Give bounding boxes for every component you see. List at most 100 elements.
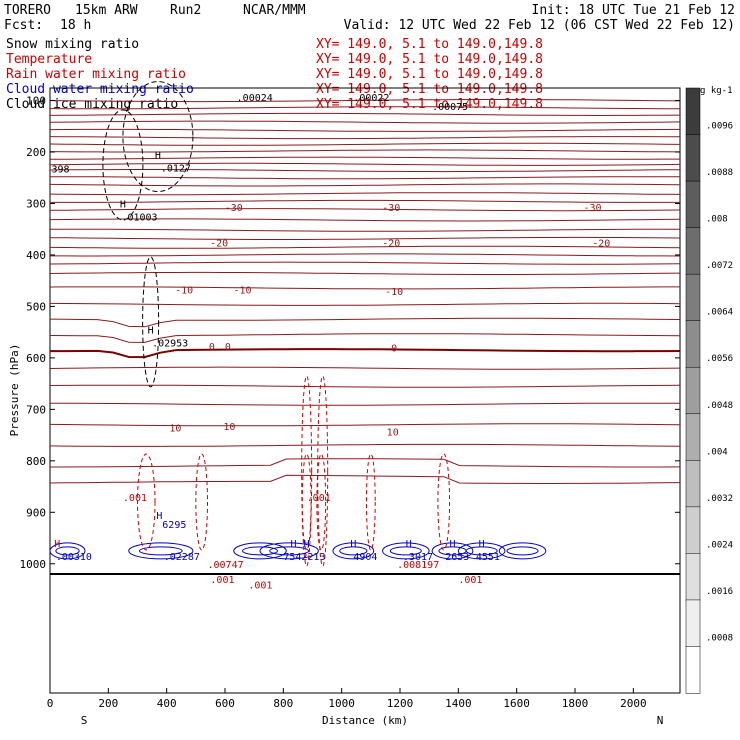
temperature-isotherm bbox=[49, 183, 681, 187]
extremum-value-label: 4904 bbox=[353, 552, 377, 563]
temperature-isotherm bbox=[49, 271, 681, 275]
extremum-value-label: .001 bbox=[210, 575, 234, 586]
x-tick-label: 400 bbox=[157, 697, 177, 710]
run-label: Run2 bbox=[170, 3, 201, 18]
temperature-isotherm bbox=[50, 253, 681, 257]
field-legend: Snow mixing ratio XY= 149.0, 5.1 to 149.… bbox=[6, 37, 543, 112]
temperature-label: -10 bbox=[175, 285, 193, 296]
extremum-value-label: .008197 bbox=[397, 560, 439, 571]
temperature-isotherm bbox=[49, 208, 681, 212]
temperature-isotherm bbox=[49, 136, 681, 140]
temperature-label: -30 bbox=[225, 203, 243, 214]
colorbar-tick-label: .004 bbox=[706, 447, 728, 457]
cloud-water-contour bbox=[128, 542, 194, 560]
temperature-isotherm bbox=[49, 366, 681, 370]
ice-snow-contour bbox=[102, 109, 144, 221]
temperature-label: -10 bbox=[385, 287, 403, 298]
temperature-isotherm bbox=[49, 169, 681, 173]
temperature-isotherm bbox=[49, 384, 681, 388]
temperature-isotherm bbox=[49, 142, 681, 146]
temperature-isotherm bbox=[49, 106, 680, 110]
temperature-isotherm bbox=[49, 333, 681, 343]
colorbar-tick-label: .0072 bbox=[706, 261, 733, 271]
cloud-water-contour bbox=[269, 546, 310, 556]
high-marker: H bbox=[291, 539, 297, 550]
extremum-value-label: 2653 bbox=[445, 552, 469, 563]
temperature-label: 0 bbox=[209, 342, 215, 353]
cloud-water-contour bbox=[339, 546, 368, 556]
cloud-water-contour bbox=[498, 542, 547, 560]
x-tick-label: 1200 bbox=[387, 697, 414, 710]
colorbar-tick-label: .0064 bbox=[706, 308, 733, 318]
cloud-water-contour bbox=[242, 546, 278, 556]
extremum-value-label: 7542213 bbox=[283, 552, 325, 563]
extremum-value-label: 6295 bbox=[162, 520, 186, 531]
rain-water-contour bbox=[195, 453, 209, 551]
extremum-value-label: 398 bbox=[51, 164, 69, 175]
high-marker: H bbox=[156, 511, 162, 522]
moisture-contours bbox=[49, 81, 547, 567]
field-name: Rain water mixing ratio bbox=[6, 67, 186, 82]
colorbar-swatch bbox=[685, 413, 701, 462]
high-marker: H bbox=[155, 151, 161, 162]
y-tick-label: 400 bbox=[26, 249, 46, 262]
cloud-water-contour bbox=[465, 546, 498, 556]
x-axis-north-label: N bbox=[657, 714, 664, 727]
cloud-water-contour bbox=[259, 542, 319, 560]
cloud-water-contour bbox=[138, 546, 183, 556]
field-xy: XY= 149.0, 5.1 to 149.0,149.8 bbox=[316, 82, 543, 97]
temperature-isotherm bbox=[49, 236, 681, 240]
x-axis-south-label: S bbox=[81, 714, 88, 727]
y-tick-label: 700 bbox=[26, 403, 46, 416]
colorbar-tick-label: .0048 bbox=[706, 401, 733, 411]
x-tick-label: 2000 bbox=[620, 697, 647, 710]
field-name: Temperature bbox=[6, 52, 92, 67]
temperature-isotherm bbox=[50, 402, 681, 406]
colorbar-tick-label: .0088 bbox=[706, 168, 733, 178]
temperature-label: 10 bbox=[169, 423, 181, 434]
colorbar-swatch bbox=[685, 366, 701, 415]
extremum-value-label: .02953 bbox=[152, 338, 188, 349]
temperature-label: -30 bbox=[382, 203, 400, 214]
rain-water-contour bbox=[137, 453, 156, 551]
extremum-value-label: .00022 bbox=[353, 93, 389, 104]
y-tick-label: 300 bbox=[26, 197, 46, 210]
temperature-isotherm bbox=[49, 302, 681, 306]
temperature-isotherm bbox=[50, 156, 680, 160]
temperature-isotherm bbox=[50, 199, 680, 203]
ice-snow-contour bbox=[122, 81, 194, 193]
extremum-value-label: .01003 bbox=[121, 212, 157, 223]
temperature-isotherm bbox=[49, 261, 681, 265]
cloud-water-contour bbox=[389, 546, 422, 556]
extremum-value-label: .001 bbox=[458, 575, 482, 586]
temperature-isotherm bbox=[50, 176, 681, 180]
colorbar-swatch bbox=[685, 320, 701, 368]
x-tick-label: 200 bbox=[98, 697, 118, 710]
extremum-value-label: .00310 bbox=[56, 552, 92, 563]
extremum-value-label: 4551 bbox=[476, 552, 500, 563]
extremum-value-label: .00075 bbox=[432, 102, 468, 113]
colorbar-tick-label: .0056 bbox=[706, 354, 733, 364]
high-marker: H bbox=[54, 539, 60, 550]
temperature-isotherm bbox=[49, 192, 681, 196]
x-tick-label: 600 bbox=[215, 697, 235, 710]
temperature-isotherm bbox=[50, 228, 680, 232]
colorbar-swatch bbox=[685, 553, 701, 601]
temperature-isotherm bbox=[49, 149, 681, 153]
field-name: Cloud water mixing ratio bbox=[6, 82, 194, 97]
colorbar-tick-label: .008 bbox=[706, 215, 728, 225]
temperature-label: 0 bbox=[225, 342, 231, 353]
colorbar-tick-label: .0016 bbox=[706, 587, 733, 597]
fcst-hours: 18 h bbox=[60, 18, 91, 33]
extremum-value-label: .001 bbox=[307, 493, 331, 504]
field-xy: XY= 149.0, 5.1 to 149.0,149.8 bbox=[316, 52, 543, 67]
colorbar-tick-label: .0032 bbox=[706, 494, 733, 504]
x-tick-label: 1000 bbox=[328, 697, 355, 710]
field-xy: XY= 149.0, 5.1 to 149.0,149.8 bbox=[316, 67, 543, 82]
temperature-isotherm bbox=[49, 286, 680, 290]
x-tick-label: 1600 bbox=[503, 697, 530, 710]
model-resolution: 15km ARW bbox=[75, 3, 138, 18]
colorbar-tick-label: .0024 bbox=[706, 540, 733, 550]
cloud-water-contour bbox=[332, 542, 375, 560]
y-axis-label: Pressure (hPa) bbox=[8, 344, 21, 437]
